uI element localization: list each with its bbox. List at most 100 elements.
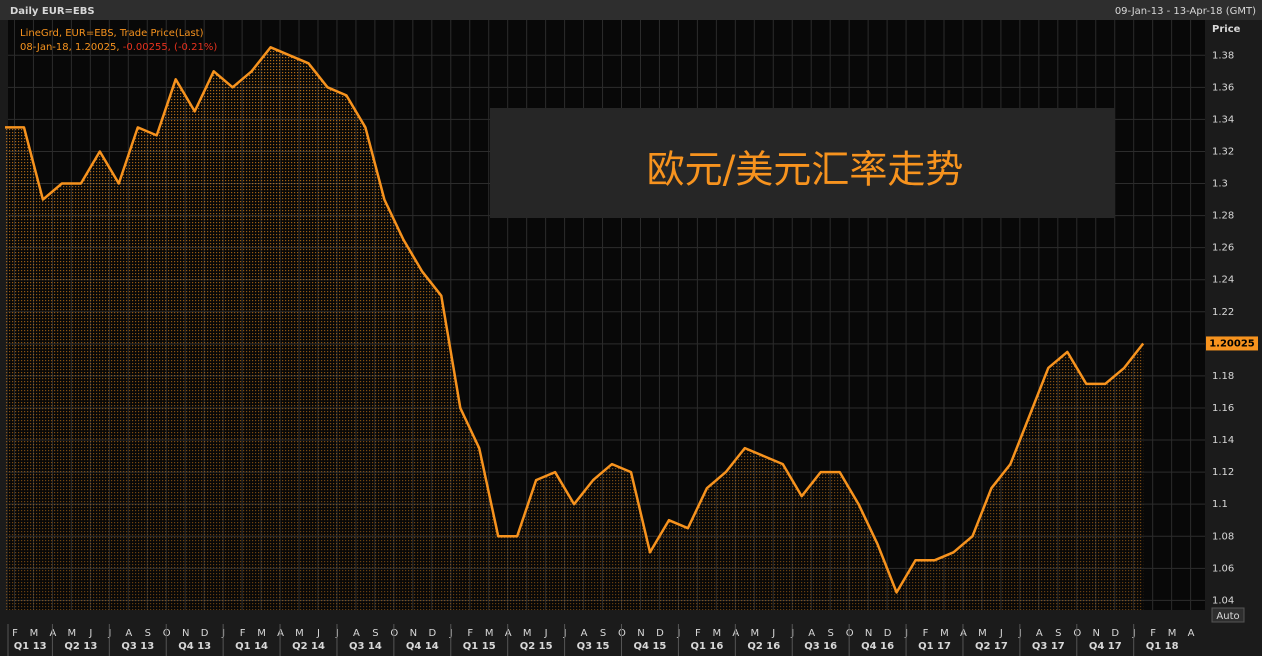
y-tick-label: 1.04 <box>1212 595 1234 606</box>
x-tick-label: N <box>637 628 644 639</box>
quarter-label: Q3 15 <box>577 641 610 652</box>
x-tick-label: N <box>1093 628 1100 639</box>
y-tick-label: 1.08 <box>1212 531 1234 542</box>
x-tick-label: M <box>940 628 949 639</box>
x-tick-label: N <box>182 628 189 639</box>
quarter-label: Q4 13 <box>178 641 211 652</box>
x-tick-label: A <box>353 628 360 639</box>
quarter-label: Q3 13 <box>121 641 154 652</box>
date-range: 09-Jan-13 - 13-Apr-18 (GMT) <box>1115 6 1256 17</box>
x-tick-label: M <box>485 628 494 639</box>
x-tick-label: D <box>884 628 892 639</box>
x-tick-label: O <box>163 628 171 639</box>
x-tick-label: J <box>316 628 320 639</box>
quarter-label: Q2 13 <box>64 641 97 652</box>
auto-button-label[interactable]: Auto <box>1216 611 1239 622</box>
y-tick-label: 1.18 <box>1212 371 1234 382</box>
x-tick-label: O <box>390 628 398 639</box>
x-tick-label: M <box>30 628 39 639</box>
x-tick-label: M <box>523 628 532 639</box>
x-tick-label: M <box>978 628 987 639</box>
quarter-label: Q1 16 <box>690 641 723 652</box>
x-tick-label: S <box>145 628 151 639</box>
x-tick-label: A <box>49 628 56 639</box>
title-bar <box>0 0 1262 20</box>
y-tick-label: 1.26 <box>1212 243 1234 254</box>
legend-change: -0.00255, (-0.21%) <box>123 42 218 53</box>
y-tick-label: 1.28 <box>1212 211 1234 222</box>
quarter-label: Q2 14 <box>292 641 325 652</box>
quarter-label: Q3 14 <box>349 641 382 652</box>
x-tick-label: A <box>1036 628 1043 639</box>
quarter-label: Q1 13 <box>14 641 47 652</box>
quarter-label: Q3 17 <box>1032 641 1065 652</box>
x-tick-label: D <box>656 628 664 639</box>
auto-button[interactable] <box>1211 607 1245 623</box>
x-tick-label: M <box>750 628 759 639</box>
y-tick-label: 1.38 <box>1212 50 1234 61</box>
quarter-label: Q1 14 <box>235 641 268 652</box>
chart-title: Daily EUR=EBS <box>10 6 95 17</box>
x-tick-label: S <box>827 628 833 639</box>
last-value-tag <box>1206 336 1258 351</box>
x-tick-label: S <box>1055 628 1061 639</box>
legend-entry: LineGrd, EUR=EBS, Trade Price(Last) <box>20 28 204 39</box>
x-tick-label: F <box>240 628 246 639</box>
last-value-label: 1.20025 <box>1209 338 1255 349</box>
y-axis-label: Price <box>1212 24 1241 35</box>
y-tick-label: 1.06 <box>1212 563 1234 574</box>
legend-detail: 08-Jan-18, 1.20025, -0.00255, (-0.21%) <box>20 42 217 53</box>
x-tick-label: J <box>544 628 548 639</box>
x-tick-label: A <box>125 628 132 639</box>
quarter-label: Q4 17 <box>1089 641 1122 652</box>
x-tick-label: D <box>428 628 436 639</box>
x-tick-label: J <box>88 628 92 639</box>
x-tick-label: A <box>960 628 967 639</box>
x-tick-label: O <box>1073 628 1081 639</box>
y-tick-label: 1.12 <box>1212 467 1234 478</box>
y-tick-label: 1.14 <box>1212 435 1234 446</box>
y-tick-label: 1.36 <box>1212 82 1234 93</box>
annotation-box <box>490 108 1115 218</box>
x-tick-label: A <box>277 628 284 639</box>
area-fill <box>5 47 1144 611</box>
x-tick-label: J <box>771 628 775 639</box>
x-tick-label: A <box>505 628 512 639</box>
y-tick-label: 1.22 <box>1212 307 1234 318</box>
y-tick-label: 1.34 <box>1212 114 1234 125</box>
quarter-label: Q4 16 <box>861 641 894 652</box>
price-line <box>5 46 1145 594</box>
x-tick-label: N <box>410 628 417 639</box>
y-tick-label: 1.1 <box>1212 499 1228 510</box>
x-tick-label: M <box>295 628 304 639</box>
quarter-label: Q2 15 <box>520 641 553 652</box>
x-tick-label: D <box>1111 628 1119 639</box>
x-tick-label: A <box>732 628 739 639</box>
x-tick-label: M <box>713 628 722 639</box>
x-tick-label: N <box>865 628 872 639</box>
x-tick-label: O <box>618 628 626 639</box>
quarter-label: Q1 17 <box>918 641 951 652</box>
x-tick-label: J <box>999 628 1003 639</box>
quarter-label: Q4 14 <box>406 641 439 652</box>
y-tick-label: 1.32 <box>1212 146 1234 157</box>
x-tick-label: F <box>467 628 473 639</box>
quarter-label: Q2 17 <box>975 641 1008 652</box>
x-tick-label: F <box>12 628 18 639</box>
quarter-label: Q2 16 <box>747 641 780 652</box>
y-tick-label: 1.3 <box>1212 179 1228 190</box>
x-tick-label: F <box>923 628 929 639</box>
quarter-label: Q3 16 <box>804 641 837 652</box>
x-tick-label: M <box>257 628 266 639</box>
x-tick-label: O <box>846 628 854 639</box>
quarter-label: Q1 15 <box>463 641 496 652</box>
x-tick-label: A <box>581 628 588 639</box>
x-tick-label: M <box>1168 628 1177 639</box>
annotation: 欧元/美元汇率走势 <box>647 148 964 192</box>
x-tick-label: S <box>372 628 378 639</box>
y-tick-label: 1.24 <box>1212 275 1234 286</box>
quarter-label: Q1 18 <box>1146 641 1179 652</box>
quarter-label: Q4 15 <box>634 641 667 652</box>
y-tick-label: 1.16 <box>1212 403 1234 414</box>
